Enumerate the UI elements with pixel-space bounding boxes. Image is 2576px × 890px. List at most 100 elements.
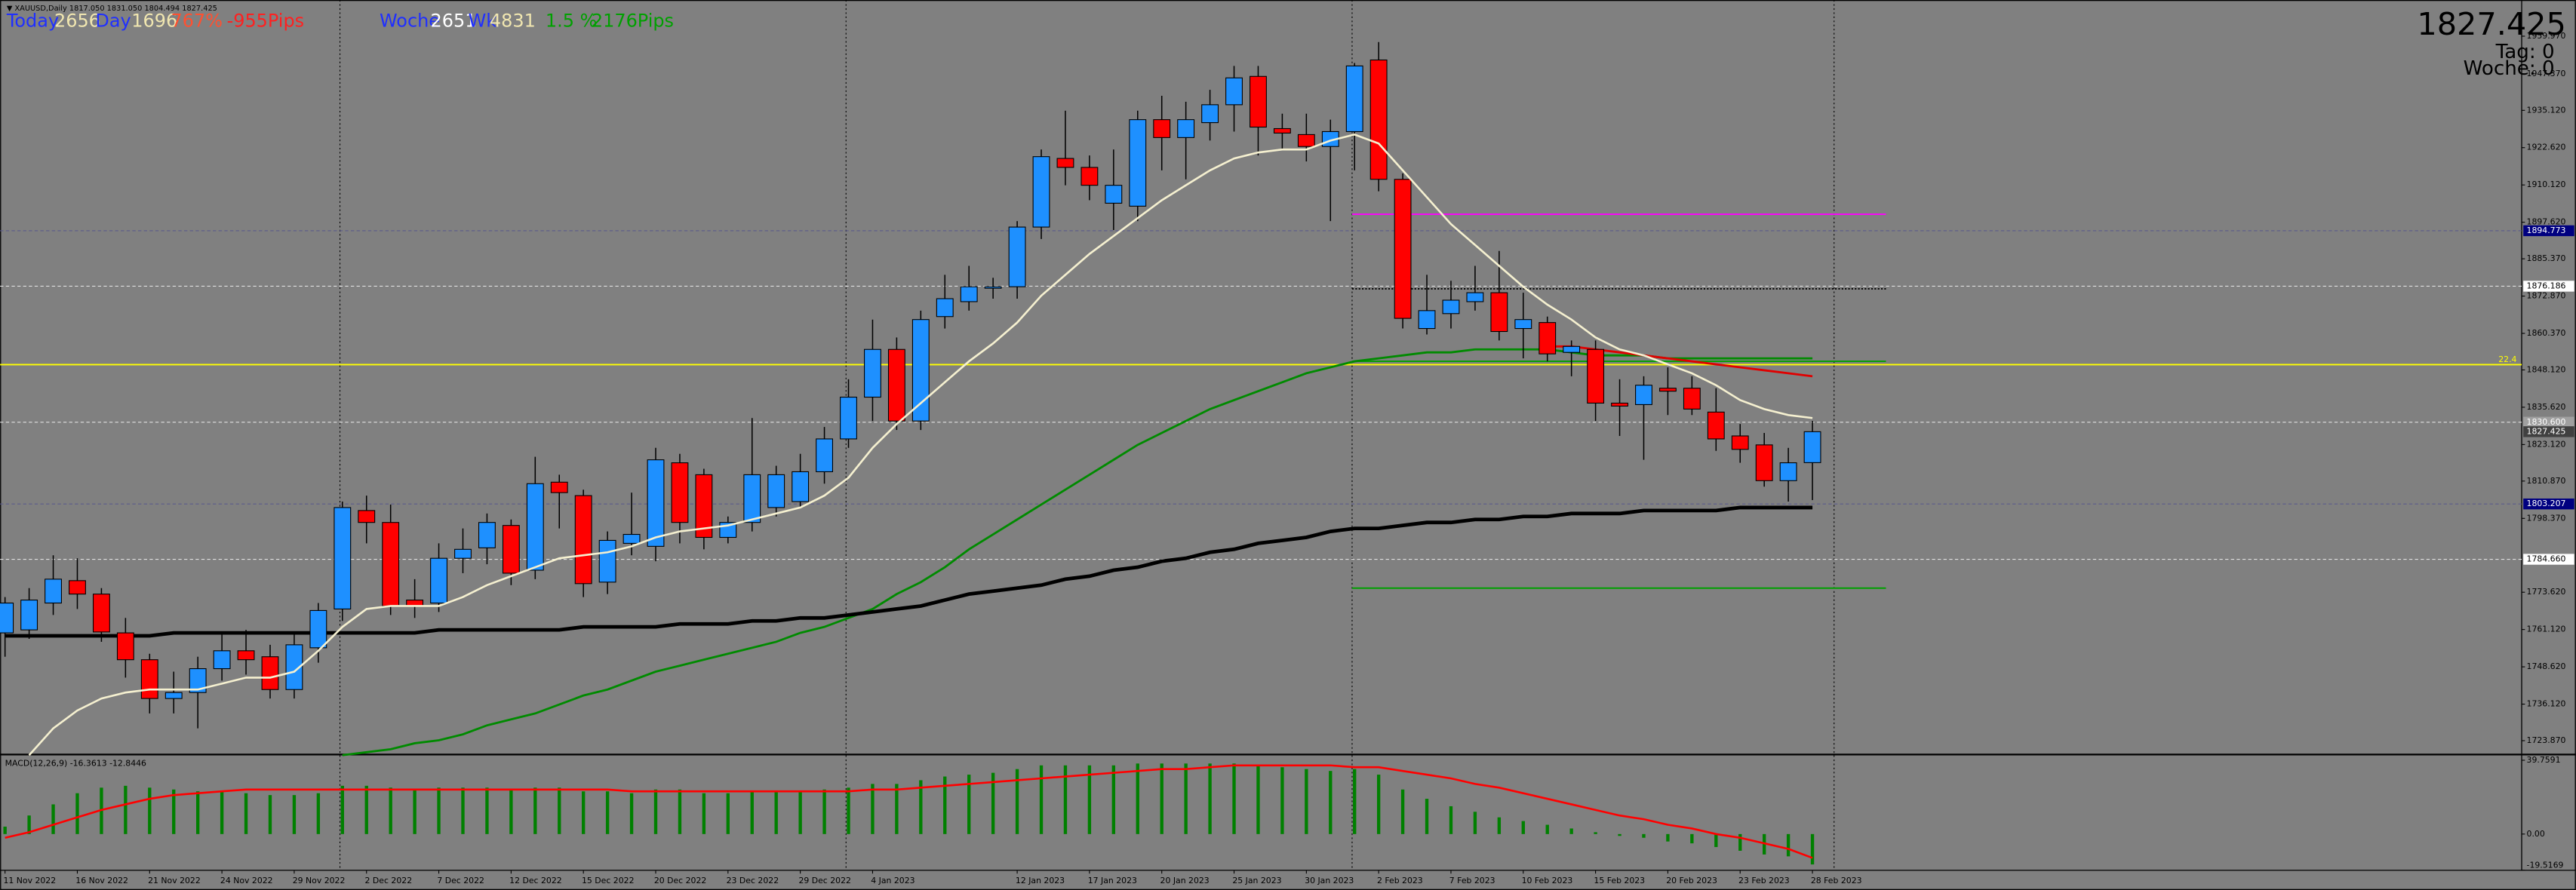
candle-body xyxy=(1731,435,1749,450)
macd-bar xyxy=(437,787,441,834)
candle-body xyxy=(92,594,110,633)
y-tick-label: 1959.970 xyxy=(2527,31,2566,41)
stat-text: 1.5 % xyxy=(546,10,597,31)
candle-body xyxy=(358,510,376,523)
candle-body xyxy=(984,286,1002,289)
macd-bar xyxy=(1063,765,1068,834)
candle-body xyxy=(1345,65,1363,133)
x-tick-label: 12 Jan 2023 xyxy=(1016,876,1065,885)
macd-bar xyxy=(967,775,971,834)
candle-body xyxy=(1177,119,1195,138)
macd-title: MACD(12,26,9) -16.3613 -12.8446 xyxy=(5,758,146,768)
macd-bar xyxy=(1256,765,1260,834)
price-marker xyxy=(2523,225,2574,237)
candle-body xyxy=(1369,59,1388,180)
macd-bar xyxy=(991,772,995,834)
macd-bar xyxy=(124,785,128,834)
candle-body xyxy=(1514,319,1532,330)
y-tick-label: 1835.620 xyxy=(2527,402,2566,412)
candle-body xyxy=(598,539,616,583)
price-marker xyxy=(2523,498,2574,510)
candle-body xyxy=(1755,444,1773,481)
current-price: 1827.425 xyxy=(2417,6,2565,42)
candle-body xyxy=(334,507,352,609)
macd-bar xyxy=(678,789,682,834)
macd-bar xyxy=(1353,769,1357,834)
stat-text: 2656 xyxy=(54,10,100,31)
macd-bar xyxy=(461,787,465,834)
x-tick-label: 15 Feb 2023 xyxy=(1594,876,1645,885)
macd-bar xyxy=(798,791,802,834)
macd-bar xyxy=(3,826,7,834)
macd-bar xyxy=(1473,812,1477,834)
macd-bar xyxy=(871,784,875,834)
macd-bar xyxy=(51,804,55,834)
macd-bar xyxy=(1329,771,1333,834)
macd-bar xyxy=(1449,806,1453,834)
macd-bar xyxy=(558,787,561,834)
candle-body xyxy=(1008,226,1026,287)
macd-bar xyxy=(27,815,31,834)
candle-body xyxy=(792,471,810,502)
price-marker xyxy=(2523,554,2574,565)
x-tick-label: 7 Dec 2022 xyxy=(437,876,484,885)
macd-bar xyxy=(533,787,537,834)
candle-body xyxy=(382,522,400,607)
candle-body xyxy=(237,650,255,661)
candle-body xyxy=(1490,292,1508,333)
candle-body xyxy=(911,319,930,422)
x-tick-label: 4 Jan 2023 xyxy=(871,876,915,885)
x-tick-label: 20 Dec 2022 xyxy=(654,876,706,885)
candle-body xyxy=(0,602,14,634)
candle-body xyxy=(960,286,978,302)
x-tick-label: 28 Feb 2023 xyxy=(1811,876,1862,885)
candle-body xyxy=(309,609,327,649)
price-marker-label: 1876.186 xyxy=(2527,281,2566,290)
macd-bar xyxy=(1545,824,1549,834)
candle-body xyxy=(671,462,689,523)
macd-bar xyxy=(1425,799,1429,834)
signal-line xyxy=(5,764,1813,859)
x-tick-label: 7 Feb 2023 xyxy=(1449,876,1495,885)
candle-body xyxy=(1779,462,1797,481)
candle-body xyxy=(1587,348,1605,404)
candle-body xyxy=(1658,388,1677,392)
candle-body xyxy=(1394,179,1412,319)
x-tick-label: 23 Feb 2023 xyxy=(1738,876,1790,885)
y-tick-label: 1935.120 xyxy=(2527,105,2566,115)
macd-bar xyxy=(220,791,224,834)
candle-body xyxy=(478,522,496,548)
macd-bar xyxy=(582,791,586,834)
macd-bar xyxy=(895,784,899,834)
macd-bar xyxy=(1160,763,1164,834)
price-marker xyxy=(2523,416,2574,428)
candle-body xyxy=(261,656,279,690)
candle-body xyxy=(1297,134,1315,147)
macd-bar xyxy=(774,791,778,834)
y-tick-label: 0.00 xyxy=(2527,829,2545,839)
y-tick-label: 1885.370 xyxy=(2527,253,2566,263)
symbol-info: ▼ XAUUSD,Daily 1817.050 1831.050 1804.49… xyxy=(7,5,217,13)
candle-body xyxy=(550,481,568,493)
candle-body xyxy=(1201,104,1219,124)
candle-body xyxy=(285,644,303,690)
candle-body xyxy=(526,483,544,571)
price-marker-label: 1894.773 xyxy=(2527,226,2566,235)
candle-body xyxy=(20,600,38,631)
candle-body xyxy=(164,692,183,699)
price-marker xyxy=(2523,281,2574,292)
macd-bar xyxy=(919,780,923,834)
macd-bar xyxy=(1305,769,1308,834)
candle-body xyxy=(1032,156,1050,228)
macd-bar xyxy=(1569,828,1573,834)
macd-bar xyxy=(292,795,297,834)
y-tick-label: 1922.620 xyxy=(2527,143,2566,152)
macd-bar xyxy=(195,791,200,834)
y-tick-label: 1860.370 xyxy=(2527,328,2566,338)
macd-bar xyxy=(726,793,730,834)
candle-body xyxy=(45,578,62,604)
macd-bar xyxy=(943,776,947,834)
macd-bar xyxy=(653,789,658,834)
